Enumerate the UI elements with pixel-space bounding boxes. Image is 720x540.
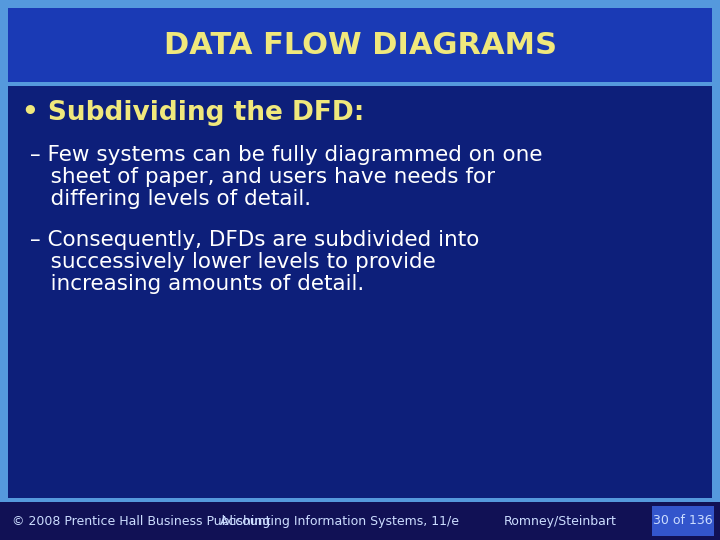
Text: © 2008 Prentice Hall Business Publishing: © 2008 Prentice Hall Business Publishing: [12, 515, 270, 528]
Text: 30 of 136: 30 of 136: [653, 515, 713, 528]
Text: Romney/Steinbart: Romney/Steinbart: [503, 515, 616, 528]
Text: sheet of paper, and users have needs for: sheet of paper, and users have needs for: [30, 167, 495, 187]
Text: – Consequently, DFDs are subdivided into: – Consequently, DFDs are subdivided into: [30, 230, 480, 250]
Text: • Subdividing the DFD:: • Subdividing the DFD:: [22, 100, 364, 126]
Bar: [8, 86, 712, 498]
Bar: [652, 506, 714, 536]
Text: DATA FLOW DIAGRAMS: DATA FLOW DIAGRAMS: [163, 30, 557, 59]
Text: increasing amounts of detail.: increasing amounts of detail.: [30, 274, 364, 294]
Bar: [0, 502, 720, 540]
Text: differing levels of detail.: differing levels of detail.: [30, 189, 311, 209]
Text: – Few systems can be fully diagrammed on one: – Few systems can be fully diagrammed on…: [30, 145, 542, 165]
Text: successively lower levels to provide: successively lower levels to provide: [30, 252, 436, 272]
Bar: [8, 8, 712, 82]
Text: Accounting Information Systems, 11/e: Accounting Information Systems, 11/e: [220, 515, 459, 528]
